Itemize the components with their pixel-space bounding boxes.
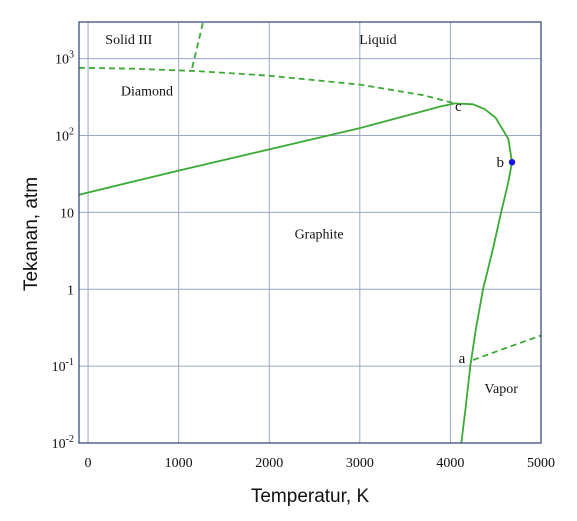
boundary-line-5	[472, 334, 542, 361]
x-tick-label: 2000	[255, 456, 283, 471]
y-tick-labels: 10-2 10-1 1 10 102 103	[52, 50, 74, 452]
point-markers: b c a	[455, 99, 516, 367]
boundary-line-3	[78, 66, 456, 105]
region-label-graphite: Graphite	[295, 227, 344, 242]
region-label-diamond: Diamond	[121, 85, 173, 100]
region-label-liquid: Liquid	[359, 33, 396, 48]
y-tick-label: 1	[67, 283, 74, 298]
grid	[79, 22, 541, 443]
boundary-line-1	[78, 102, 456, 196]
plot-area	[79, 22, 541, 443]
y-tick-label: 10-1	[52, 357, 74, 375]
boundary-line-2	[454, 102, 513, 444]
x-tick-labels: 0 1000 2000 3000 4000 5000	[85, 456, 555, 471]
plot-frame	[78, 21, 542, 444]
point-label-a: a	[459, 351, 466, 367]
phase-boundaries	[78, 21, 542, 444]
x-axis-label: Temperatur, K	[251, 486, 370, 507]
region-label-vapor: Vapor	[484, 382, 518, 397]
region-label-solid-iii: Solid III	[105, 33, 152, 48]
y-tick-label: 10-2	[52, 434, 74, 452]
region-labels: Solid III Liquid Diamond Graphite Vapor	[105, 33, 518, 397]
x-tick-label: 0	[85, 456, 92, 471]
y-tick-label: 10	[60, 206, 74, 221]
x-tick-label: 1000	[165, 456, 193, 471]
boundary-line-4	[191, 21, 204, 69]
x-tick-label: 5000	[527, 456, 555, 471]
y-tick-label: 103	[55, 50, 74, 68]
y-axis-label: Tekanan, atm	[21, 177, 42, 291]
x-tick-label: 3000	[346, 456, 374, 471]
y-tick-label: 102	[55, 127, 74, 145]
point-label-c: c	[455, 99, 462, 115]
critical-point-marker	[508, 158, 516, 166]
x-tick-label: 4000	[436, 456, 464, 471]
critical-point-label: b	[497, 155, 505, 171]
